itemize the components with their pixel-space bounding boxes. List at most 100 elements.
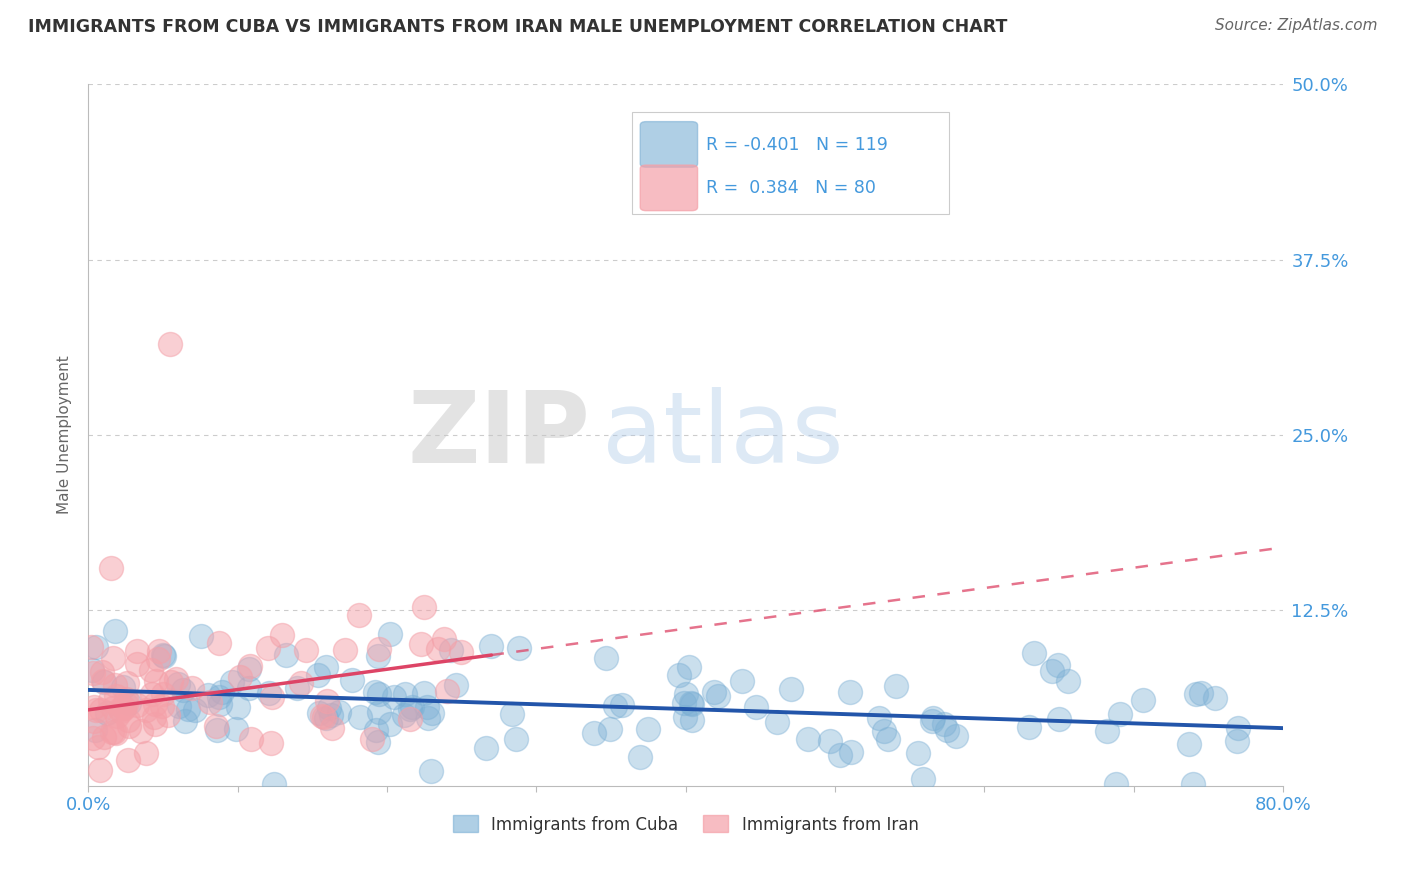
Point: [257, 641, 280, 656]
Point: [398, 712, 420, 726]
Point: [91, 674, 114, 689]
Point: [366, 723, 388, 738]
Point: [703, 685, 725, 699]
Point: [93, 730, 115, 744]
Point: [599, 723, 621, 737]
Point: [681, 698, 703, 712]
Text: ZIP: ZIP: [408, 386, 591, 483]
Point: [82, 666, 104, 681]
Point: [945, 729, 967, 743]
Point: [115, 697, 138, 711]
Point: [394, 687, 416, 701]
Point: [263, 777, 285, 791]
Point: [259, 736, 281, 750]
Point: [413, 600, 436, 615]
Point: [1189, 686, 1212, 700]
Point: [238, 662, 260, 676]
Point: [157, 708, 180, 723]
Point: [96, 706, 118, 721]
Point: [105, 709, 128, 723]
Point: [319, 708, 342, 723]
Point: [89, 763, 111, 777]
Point: [745, 700, 768, 714]
Point: [184, 703, 207, 717]
Point: [118, 719, 141, 733]
Point: [98, 692, 121, 706]
Point: [84, 640, 107, 655]
Point: [839, 745, 862, 759]
Point: [311, 708, 333, 723]
Point: [135, 747, 157, 761]
Point: [83, 699, 105, 714]
FancyBboxPatch shape: [640, 121, 697, 167]
Point: [766, 714, 789, 729]
Point: [315, 711, 337, 725]
Point: [628, 749, 651, 764]
Point: [1018, 721, 1040, 735]
Point: [1024, 646, 1046, 660]
Point: [141, 663, 163, 677]
Text: R =  0.384   N = 80: R = 0.384 N = 80: [706, 179, 876, 197]
Point: [145, 698, 167, 712]
Point: [422, 706, 444, 720]
Point: [141, 688, 163, 702]
Point: [110, 704, 132, 718]
Point: [225, 722, 247, 736]
Point: [239, 659, 262, 673]
Point: [148, 652, 170, 666]
Point: [148, 644, 170, 658]
Point: [271, 628, 294, 642]
Point: [368, 687, 391, 701]
Point: [100, 561, 122, 575]
Point: [828, 748, 851, 763]
Point: [672, 696, 695, 710]
Point: [884, 679, 907, 693]
Point: [420, 764, 443, 778]
Point: [450, 645, 472, 659]
Point: [208, 698, 231, 712]
Point: [221, 674, 243, 689]
Point: [205, 723, 228, 738]
Point: [363, 684, 385, 698]
Point: [177, 702, 200, 716]
Point: [82, 731, 104, 745]
Point: [1132, 693, 1154, 707]
Point: [125, 657, 148, 671]
Point: [108, 701, 131, 715]
Point: [1056, 674, 1078, 689]
Point: [1184, 687, 1206, 701]
Point: [401, 700, 423, 714]
Point: [907, 746, 929, 760]
Point: [80, 663, 103, 677]
Point: [440, 642, 463, 657]
Point: [392, 708, 415, 723]
Point: [399, 702, 422, 716]
Point: [1047, 658, 1070, 673]
Point: [285, 681, 308, 696]
Point: [333, 643, 356, 657]
Point: [681, 697, 703, 711]
Point: [921, 714, 943, 729]
Point: [159, 337, 181, 351]
Point: [342, 673, 364, 687]
Y-axis label: Male Unemployment: Male Unemployment: [58, 356, 72, 515]
Point: [436, 684, 458, 698]
Point: [167, 676, 190, 690]
Point: [229, 670, 252, 684]
Point: [152, 648, 174, 663]
Point: [1047, 712, 1070, 726]
Point: [595, 651, 617, 665]
Point: [818, 733, 841, 747]
Point: [378, 717, 401, 731]
Point: [87, 740, 110, 755]
Text: atlas: atlas: [602, 386, 844, 483]
Point: [205, 719, 228, 733]
Point: [117, 713, 139, 727]
Point: [936, 723, 959, 737]
Point: [167, 699, 190, 714]
Point: [474, 741, 496, 756]
Point: [378, 627, 401, 641]
Point: [1181, 777, 1204, 791]
Point: [921, 711, 943, 725]
Point: [318, 701, 340, 715]
